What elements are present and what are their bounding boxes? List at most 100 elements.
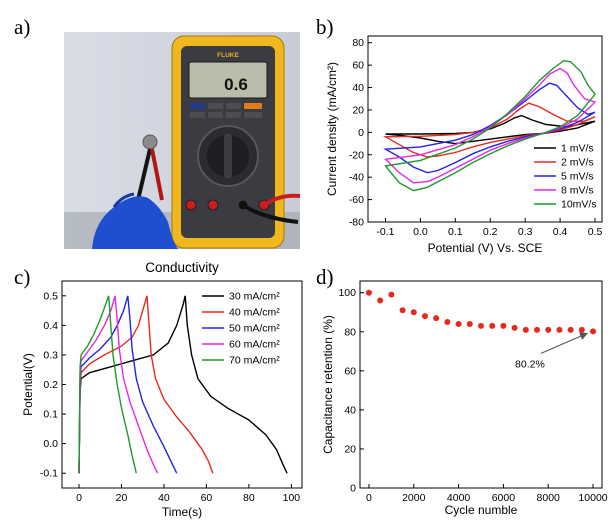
x-axis-label: Cycle numble — [445, 503, 518, 517]
x-axis-label: Potential (V) Vs. SCE — [428, 241, 543, 255]
x-tick-label: 0.1 — [448, 226, 463, 238]
x-tick-label: 80 — [243, 492, 255, 504]
gcd-chart: 0 20 40 60 80 100 -0.1 0.0 0.1 0.2 0.3 0.4 0.5 Time(s… — [21, 280, 303, 519]
legend-label: 10mV/s — [561, 199, 597, 211]
gcd-curve — [78, 295, 214, 474]
meter-reading: 0.6 — [224, 75, 248, 94]
photo-caption: Conductivity — [145, 260, 219, 275]
gloved-hand — [92, 196, 178, 249]
meter-brand: FLUKE — [217, 52, 239, 59]
x-tick-label: 100 — [283, 492, 301, 504]
meter-button — [244, 112, 262, 118]
y-tick-label: -60 — [349, 194, 364, 206]
y-tick-label: 0 — [350, 483, 356, 495]
multimeter-photo: FLUKE 0.6 — [64, 32, 301, 249]
y-tick-label: 100 — [338, 287, 356, 299]
probe-red — [150, 148, 164, 201]
meter-jack — [185, 199, 197, 211]
cycling-chart: 0 2000 4000 6000 8000 10000 0 20 40 60 80 100 Cycle … — [321, 280, 608, 517]
data-point — [500, 322, 507, 329]
x-tick-label: 10000 — [578, 492, 607, 504]
legend-label: 60 mA/cm² — [229, 339, 280, 351]
data-point — [433, 315, 440, 322]
legend-label: 40 mA/cm² — [229, 307, 280, 319]
data-point — [455, 320, 462, 327]
y-tick-label: 20 — [352, 104, 364, 116]
y-tick-label: 0 — [358, 127, 364, 139]
x-tick-label: 8000 — [537, 492, 561, 504]
legend-label: 1 mV/s — [561, 143, 594, 155]
data-point — [388, 291, 395, 298]
legend-label: 50 mA/cm² — [229, 323, 280, 335]
gcd-curve — [78, 295, 288, 474]
y-tick-label: 0.2 — [43, 379, 58, 391]
y-tick-label: 60 — [344, 365, 356, 377]
meter-button — [208, 112, 223, 118]
x-axis-label: Time(s) — [162, 505, 202, 519]
meter-button — [190, 112, 205, 118]
x-tick-label: 40 — [158, 492, 170, 504]
x-tick-label: 0 — [76, 492, 82, 504]
y-tick-label: -40 — [349, 172, 364, 184]
panel-label-a: a) — [14, 15, 30, 39]
cv-chart: -0.1 0.0 0.1 0.2 0.3 0.4 0.5 -80 -60 -40 -20 0 20 40 6… — [325, 35, 603, 255]
meter-button — [226, 103, 241, 109]
y-axis-label: Capacitance retention (%) — [321, 315, 335, 454]
meter-dial-pointer — [224, 134, 232, 178]
x-tick-label: 0.0 — [413, 226, 428, 238]
x-tick-label: 20 — [116, 492, 128, 504]
x-tick-label: 0.5 — [588, 226, 603, 238]
legend-label: 8 mV/s — [561, 185, 594, 197]
y-tick-label: 80 — [352, 37, 364, 49]
y-tick-label: 40 — [344, 404, 356, 416]
y-tick-label: 0.3 — [43, 349, 58, 361]
y-tick-label: 0.5 — [43, 290, 58, 302]
x-tick-label: 60 — [201, 492, 213, 504]
panel-label-c: c) — [14, 265, 30, 289]
y-tick-label: 40 — [352, 82, 364, 94]
probe-black — [136, 148, 152, 201]
data-point — [478, 322, 484, 329]
x-tick-label: 0.4 — [553, 226, 568, 238]
data-point — [399, 307, 406, 314]
meter-button — [190, 103, 205, 109]
x-tick-label: 0 — [366, 492, 372, 504]
y-tick-label: -80 — [349, 217, 364, 229]
x-tick-label: 2000 — [402, 492, 426, 504]
meter-button — [226, 112, 241, 118]
plot-frame — [359, 280, 603, 489]
cv-curve — [384, 59, 596, 192]
data-point — [511, 324, 518, 331]
y-tick-label: 0.1 — [43, 409, 58, 421]
legend-label: 70 mA/cm² — [229, 355, 280, 367]
panel-label-d: d) — [316, 265, 334, 289]
gcd-curve — [78, 295, 137, 474]
annotation-label: 80.2% — [515, 358, 545, 370]
x-tick-label: -0.1 — [376, 226, 394, 238]
data-point — [578, 326, 585, 333]
y-tick-label: -0.1 — [40, 468, 58, 480]
x-tick-label: 0.3 — [518, 226, 533, 238]
y-axis-label: Current density (mA/cm²) — [325, 62, 339, 196]
probe-cable-black — [241, 203, 299, 224]
y-tick-label: 20 — [344, 443, 356, 455]
x-tick-label: 0.2 — [483, 226, 498, 238]
data-point — [545, 326, 552, 333]
data-point — [522, 326, 529, 333]
meter-button — [208, 103, 223, 109]
gcd-curve — [78, 295, 178, 474]
y-tick-label: -20 — [349, 149, 364, 161]
data-point — [421, 313, 428, 320]
legend-label: 5 mV/s — [561, 171, 594, 183]
data-point — [365, 289, 372, 296]
data-point — [567, 326, 574, 333]
data-point — [444, 319, 451, 326]
meter-button — [244, 103, 262, 109]
meter-display — [188, 61, 268, 99]
legend-label: 30 mA/cm² — [229, 291, 280, 303]
gcd-curve — [78, 295, 159, 474]
panel-label-b: b) — [316, 15, 334, 39]
x-tick-label: 6000 — [492, 492, 516, 504]
data-point — [466, 320, 473, 327]
